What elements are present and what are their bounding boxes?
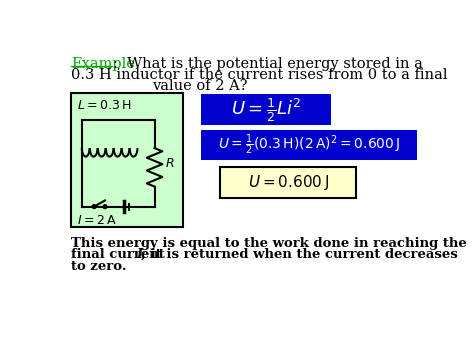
Text: Example: Example xyxy=(71,57,135,71)
Text: :  What is the potential energy stored in a: : What is the potential energy stored in… xyxy=(113,57,423,71)
Text: final current: final current xyxy=(71,248,169,261)
Text: to zero.: to zero. xyxy=(71,260,127,273)
Text: $I = 2\,\mathrm{A}$: $I = 2\,\mathrm{A}$ xyxy=(77,214,117,227)
Text: I: I xyxy=(136,248,142,261)
Text: 0.3 H inductor if the current rises from 0 to a final: 0.3 H inductor if the current rises from… xyxy=(71,68,447,82)
Text: $U = \frac{1}{2}(0.3\,\mathrm{H})(2\,\mathrm{A})^2 = 0.600\,\mathrm{J}$: $U = \frac{1}{2}(0.3\,\mathrm{H})(2\,\ma… xyxy=(218,133,400,157)
Circle shape xyxy=(92,205,96,208)
Text: This energy is equal to the work done in reaching the: This energy is equal to the work done in… xyxy=(71,237,466,250)
Text: ; it is returned when the current decreases: ; it is returned when the current decrea… xyxy=(141,248,458,261)
FancyBboxPatch shape xyxy=(220,167,356,198)
Circle shape xyxy=(103,205,107,208)
FancyBboxPatch shape xyxy=(201,94,331,125)
Text: $U = \frac{1}{2}Li^2$: $U = \frac{1}{2}Li^2$ xyxy=(231,95,301,124)
FancyBboxPatch shape xyxy=(71,93,183,228)
Text: $L = 0.3\,\mathrm{H}$: $L = 0.3\,\mathrm{H}$ xyxy=(77,99,131,112)
Text: value of 2 A?: value of 2 A? xyxy=(152,79,248,93)
Text: $R$: $R$ xyxy=(164,157,174,170)
Text: $U = 0.600\,\mathrm{J}$: $U = 0.600\,\mathrm{J}$ xyxy=(248,173,329,192)
FancyBboxPatch shape xyxy=(201,130,417,160)
